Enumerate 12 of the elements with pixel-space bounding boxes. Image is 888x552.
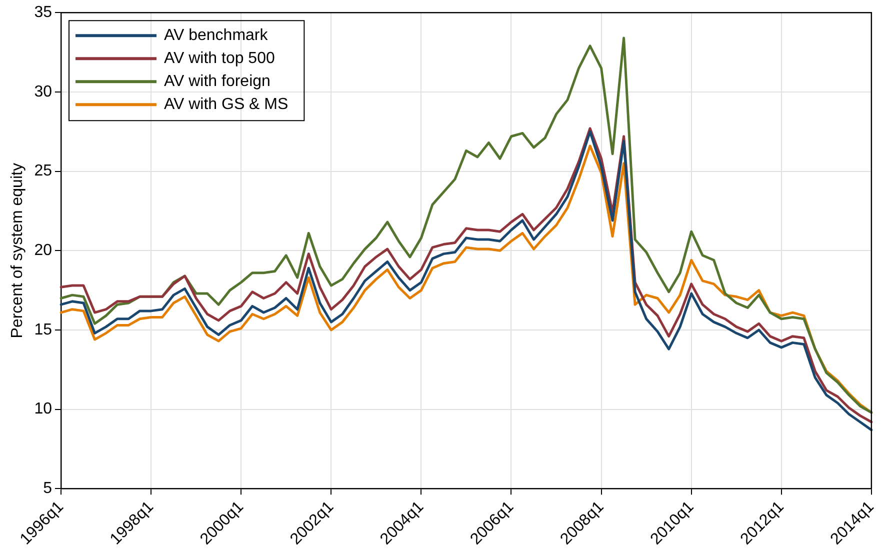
legend-label: AV benchmark [164,27,269,44]
y-tick-label: 20 [34,242,52,260]
y-tick-label: 5 [43,480,52,498]
legend-label: AV with GS & MS [164,96,288,114]
legend-label: AV with top 500 [164,50,275,68]
y-axis-title: Percent of system equity [9,163,26,338]
y-tick-label: 35 [34,4,52,22]
y-tick-label: 15 [34,321,52,338]
y-tick-label: 30 [34,83,52,100]
y-tick-label: 10 [34,400,52,418]
legend-label: AV with foreign [164,73,270,90]
y-tick-label: 25 [34,162,52,180]
